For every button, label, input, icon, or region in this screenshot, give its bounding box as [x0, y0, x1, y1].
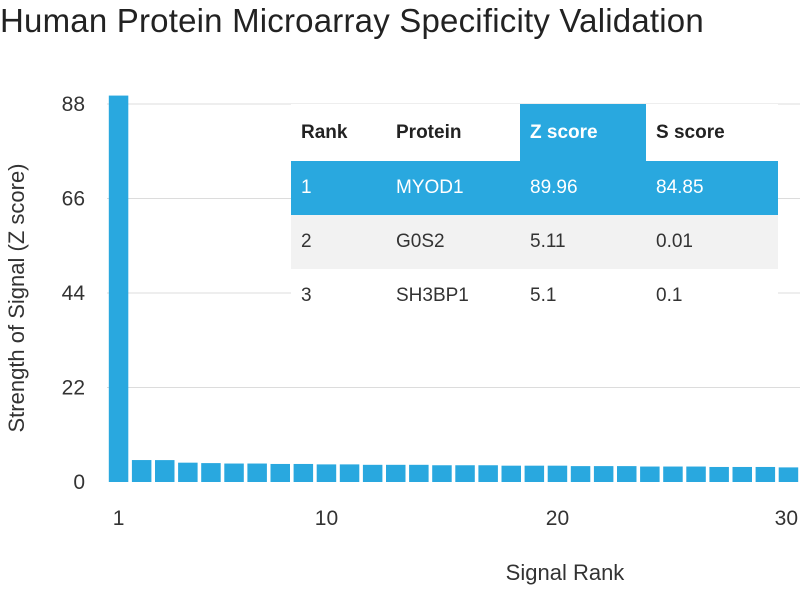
bar-rank-7 — [247, 463, 267, 482]
cell-z-score: 89.96 — [520, 161, 646, 215]
bar-rank-8 — [270, 463, 290, 482]
y-axis-ticks: 0 22 44 66 88 — [62, 93, 86, 494]
bar-rank-17 — [478, 465, 498, 482]
table-row: 2 G0S2 5.11 0.01 — [291, 215, 778, 269]
table-row: 1 MYOD1 89.96 84.85 — [291, 161, 778, 215]
bar-rank-15 — [432, 465, 452, 482]
bar-rank-28 — [732, 466, 752, 482]
cell-s-score: 0.1 — [656, 285, 683, 306]
cell-rank: 2 — [291, 215, 386, 269]
y-tick-label: 22 — [62, 377, 85, 400]
x-tick-label: 10 — [315, 507, 338, 530]
cell-protein: G0S2 — [386, 215, 520, 269]
y-tick-label: 88 — [62, 93, 85, 116]
bar-rank-16 — [455, 465, 475, 482]
bar-rank-10 — [316, 464, 337, 482]
bar-rank-9 — [293, 463, 314, 482]
table-row: 3 SH3BP1 5.1 0.1 — [291, 269, 778, 323]
cell-protein: MYOD1 — [386, 161, 520, 215]
bar-rank-27 — [709, 466, 729, 482]
x-axis-ticks: 1 10 20 30 — [113, 507, 798, 530]
y-tick-label: 0 — [73, 471, 85, 494]
chart-title: Human Protein Microarray Specificity Val… — [0, 2, 704, 39]
bar-rank-4 — [178, 462, 198, 482]
x-tick-label: 20 — [546, 507, 569, 530]
bar-series — [108, 95, 799, 483]
cell-s-score: 0.01 — [646, 215, 778, 269]
y-axis-label: Strength of Signal (Z score) — [4, 163, 29, 432]
bar-rank-26 — [686, 466, 706, 482]
bar-rank-20 — [547, 465, 568, 482]
bar-rank-13 — [386, 464, 406, 482]
bar-rank-11 — [339, 464, 360, 482]
header-protein: Protein — [396, 121, 462, 143]
cell-z-score: 5.1 — [530, 285, 557, 306]
bar-rank-22 — [593, 466, 614, 482]
bar-rank-25 — [663, 466, 683, 482]
bar-rank-3 — [155, 460, 175, 482]
cell-protein: SH3BP1 — [396, 285, 469, 306]
y-tick-label: 44 — [62, 282, 86, 305]
bar-rank-6 — [224, 463, 244, 482]
y-tick-label: 66 — [62, 188, 85, 211]
bar-rank-14 — [409, 464, 429, 482]
header-rank: Rank — [301, 121, 348, 143]
x-tick-label: 1 — [113, 507, 125, 530]
bar-rank-29 — [755, 466, 776, 482]
bar-rank-18 — [501, 465, 521, 482]
bar-rank-12 — [362, 464, 383, 482]
bar-rank-19 — [524, 465, 545, 482]
header-z-score: Z score — [520, 104, 646, 161]
cell-s-score: 84.85 — [646, 161, 778, 215]
header-s-score: S score — [656, 121, 725, 143]
ranking-table: Rank Protein Z score S score 1 MYOD1 89.… — [291, 104, 778, 323]
cell-rank: 3 — [301, 285, 312, 306]
bar-rank-5 — [201, 463, 221, 482]
cell-z-score: 5.11 — [520, 215, 646, 269]
x-axis-label: Signal Rank — [506, 560, 626, 585]
bar-rank-23 — [617, 466, 637, 482]
cell-rank: 1 — [291, 161, 386, 215]
table-header-row: Rank Protein Z score S score — [291, 104, 778, 161]
x-tick-label: 30 — [775, 507, 798, 530]
bar-rank-30 — [778, 467, 799, 482]
bar-rank-24 — [640, 466, 660, 482]
bar-rank-21 — [570, 466, 591, 482]
bar-rank-1 — [108, 95, 129, 483]
bar-rank-2 — [131, 460, 152, 482]
